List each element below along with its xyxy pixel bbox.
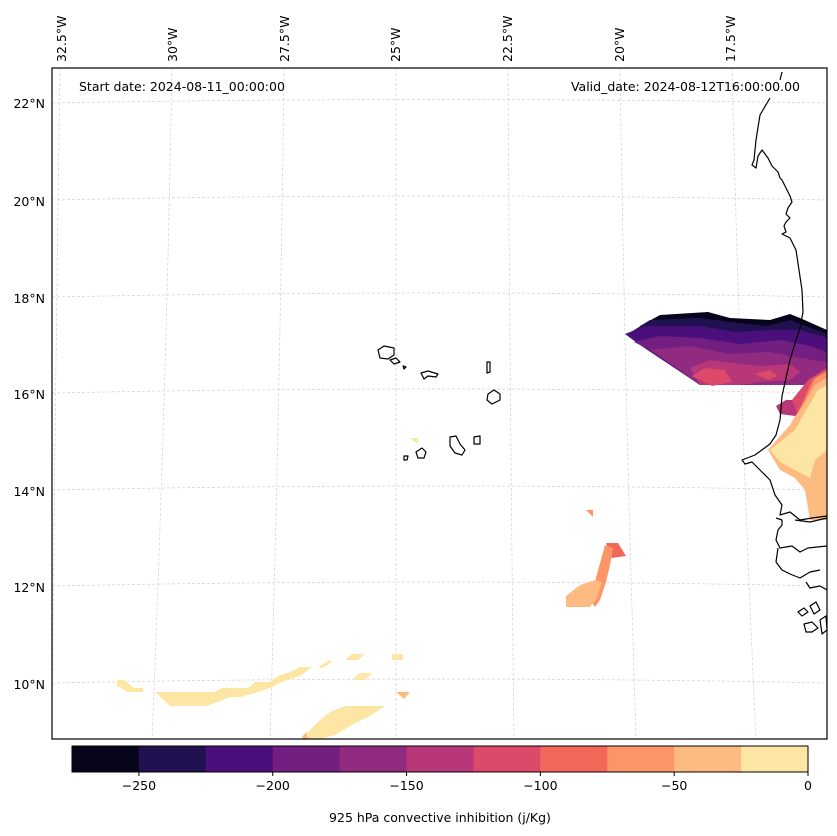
coastlines xyxy=(377,71,827,635)
lat-label-22: 22°N xyxy=(13,96,45,111)
contour-south-b xyxy=(155,667,312,706)
lat-label-14: 14°N xyxy=(13,484,45,499)
contour-south-d xyxy=(345,654,365,660)
colorbar-tick-label: 0 xyxy=(804,778,812,793)
valid-date-label: Valid_date: 2024-08-12T16:00:00.00 xyxy=(571,79,800,94)
contour-streak-a xyxy=(586,510,593,517)
colorbar-segment xyxy=(406,746,474,772)
island-santo-antao xyxy=(377,345,395,360)
gridline-lon-17-5 xyxy=(731,68,757,739)
coastline-gambia-river xyxy=(794,517,827,523)
start-date-label: Start date: 2024-08-11_00:00:00 xyxy=(79,79,285,94)
island-maio xyxy=(473,435,481,445)
gridline-lon-22-5 xyxy=(507,68,515,739)
lat-label-12: 12°N xyxy=(13,580,45,595)
island-boa-vista xyxy=(486,389,501,405)
gridline-lon-20 xyxy=(619,68,637,739)
island-santa-luzia xyxy=(402,365,407,370)
gridline-lat-12 xyxy=(52,581,827,587)
island-brava xyxy=(403,455,409,461)
island-fogo xyxy=(415,447,427,459)
contour-south-f xyxy=(392,654,403,660)
island-sao-vicente xyxy=(389,357,401,365)
lon-label-20: 20°W xyxy=(612,27,627,62)
longitude-labels: 32.5°W 30°W 27.5°W 25°W 22.5°W 20°W 17.5… xyxy=(54,16,738,62)
colorbar-tick-label: −250 xyxy=(122,778,156,793)
lon-label-22-5: 22.5°W xyxy=(500,16,515,62)
map-frame xyxy=(51,67,828,740)
gridline-lat-18 xyxy=(52,292,827,298)
colorbar-tick-label: −50 xyxy=(661,778,687,793)
lon-label-27-5: 27.5°W xyxy=(277,16,292,62)
gridline-lon-27-5 xyxy=(269,68,285,739)
contour-south-e xyxy=(352,673,372,680)
colorbar-segment xyxy=(138,746,207,772)
colorbar-segment xyxy=(72,746,140,772)
gridline-lat-16 xyxy=(52,388,827,394)
gridline-lon-30 xyxy=(151,68,173,739)
lat-label-10: 10°N xyxy=(13,677,45,692)
lon-label-32-5: 32.5°W xyxy=(54,16,69,62)
gridline-lat-20 xyxy=(52,195,827,201)
lat-label-20: 20°N xyxy=(13,194,45,209)
colorbar-segment xyxy=(540,746,608,772)
colorbar-segment xyxy=(205,746,274,772)
colorbar xyxy=(71,745,809,773)
colorbar-segment xyxy=(741,746,809,772)
gridline-lat-14 xyxy=(52,485,827,491)
island-sal xyxy=(486,361,491,374)
coastline-west-africa xyxy=(741,71,827,591)
colorbar-segment xyxy=(272,746,341,772)
lon-label-30: 30°W xyxy=(165,27,180,62)
lon-label-25: 25°W xyxy=(388,27,403,62)
colorbar-ticks: −250 −200 −150 −100 −50 0 xyxy=(122,772,812,793)
colorbar-segment xyxy=(607,746,675,772)
contour-south-c xyxy=(318,660,332,668)
island-sao-nicolau xyxy=(420,370,439,380)
colorbar-tick-label: −150 xyxy=(389,778,423,793)
lat-label-18: 18°N xyxy=(13,291,45,306)
contour-south-i xyxy=(302,732,308,739)
contour-streak-d xyxy=(566,580,602,607)
island-santiago xyxy=(449,435,466,456)
contour-south-h xyxy=(305,706,385,739)
colorbar-tick-label: −100 xyxy=(523,778,557,793)
colorbar-title: 925 hPa convective inhibition (j/Kg) xyxy=(329,810,551,825)
gridline-lon-32-5 xyxy=(52,68,61,739)
colorbar-segment xyxy=(674,746,742,772)
colorbar-border xyxy=(71,745,809,773)
contour-capeverde-patch xyxy=(410,438,418,444)
lat-label-16: 16°N xyxy=(13,387,45,402)
cin-contours xyxy=(117,312,827,739)
lon-label-17-5: 17.5°W xyxy=(723,16,738,62)
contour-senegal-lvl11 xyxy=(770,385,827,478)
gridlines xyxy=(52,68,827,739)
gridline-lat-10 xyxy=(52,678,827,684)
coastline-bissagos xyxy=(797,601,827,635)
colorbar-segment xyxy=(473,746,541,772)
contour-mauritania-lvl7 xyxy=(692,368,732,386)
colorbar-tick-label: −200 xyxy=(256,778,290,793)
gridline-lat-22 xyxy=(52,99,827,104)
colorbar-segment xyxy=(339,746,408,772)
latitude-labels: 22°N 20°N 18°N 16°N 14°N 12°N 10°N xyxy=(13,96,45,692)
contour-mauritania-lvl7b xyxy=(755,370,778,380)
contour-south-g xyxy=(396,692,410,699)
contour-south-a xyxy=(117,680,143,692)
